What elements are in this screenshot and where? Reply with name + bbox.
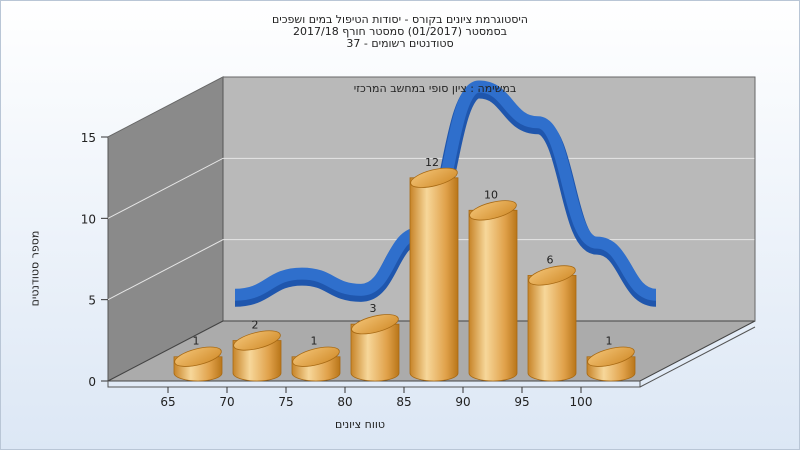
bar-value-label: 1: [193, 335, 200, 348]
gridline: [107, 157, 755, 219]
histogram-bar: [291, 346, 341, 382]
histogram-bar: [586, 346, 636, 382]
bar-cap: [174, 346, 222, 367]
bar-body: [527, 275, 577, 382]
histogram-bar: [527, 265, 577, 382]
bar-value-label: 1: [311, 335, 318, 348]
bar-value-label: 3: [370, 302, 377, 315]
bar-body: [468, 209, 518, 382]
bar-cap: [469, 200, 517, 221]
bar-value-label: 6: [547, 253, 554, 266]
x-tick-label: 85: [396, 395, 411, 409]
distribution-curve: [234, 80, 657, 301]
y-tick-label: 5: [88, 294, 96, 308]
chart-title-semester: בסמסטר (01/2017) סמסטר חורף 2017/18: [293, 25, 507, 38]
x-tick-label: 80: [337, 395, 352, 409]
bar-value-label: 1: [606, 335, 613, 348]
histogram-bar: [468, 200, 518, 382]
bar-value-label: 10: [484, 188, 498, 201]
x-tick-label: 100: [570, 395, 593, 409]
x-tick-label: 65: [160, 395, 175, 409]
chart-title-enrolled: סטודנטים רשומים - 37: [346, 37, 454, 50]
histogram-bar: [173, 346, 223, 382]
histogram-bar: [409, 167, 459, 382]
x-tick-label: 90: [455, 395, 470, 409]
chart-title: היסטוגרמת ציונים בקורס - יסודות הטיפול ב…: [271, 13, 528, 26]
bar-cap: [528, 265, 576, 286]
bar-value-label: 12: [425, 156, 439, 169]
histogram-bar: [232, 330, 282, 382]
box-edge: [107, 76, 756, 321]
x-tick-label: 70: [219, 395, 234, 409]
floor-front-edge: [107, 381, 641, 388]
y-tick-label: 15: [81, 131, 96, 145]
bar-body: [409, 177, 459, 382]
bar-cap: [292, 346, 340, 367]
y-axis-label: מספר סטודנטים: [28, 230, 42, 307]
bar-cap: [351, 314, 399, 335]
bar-body: [232, 340, 282, 382]
x-axis-label: טווח ציונים: [335, 418, 385, 431]
y-tick-label: 0: [88, 375, 96, 389]
histogram-bar: [350, 314, 400, 382]
bar-cap: [587, 346, 635, 367]
bar-value-label: 2: [252, 318, 259, 331]
floor-right-edge: [639, 326, 756, 388]
y-tick-label: 10: [81, 212, 96, 226]
bar-cap: [233, 330, 281, 351]
chart-subtitle: במשימה : ציון סופי במחשב המרכזי: [354, 82, 517, 95]
x-tick-label: 95: [514, 395, 529, 409]
x-tick-label: 75: [278, 395, 293, 409]
bar-body: [350, 323, 400, 382]
bar-cap: [410, 167, 458, 188]
